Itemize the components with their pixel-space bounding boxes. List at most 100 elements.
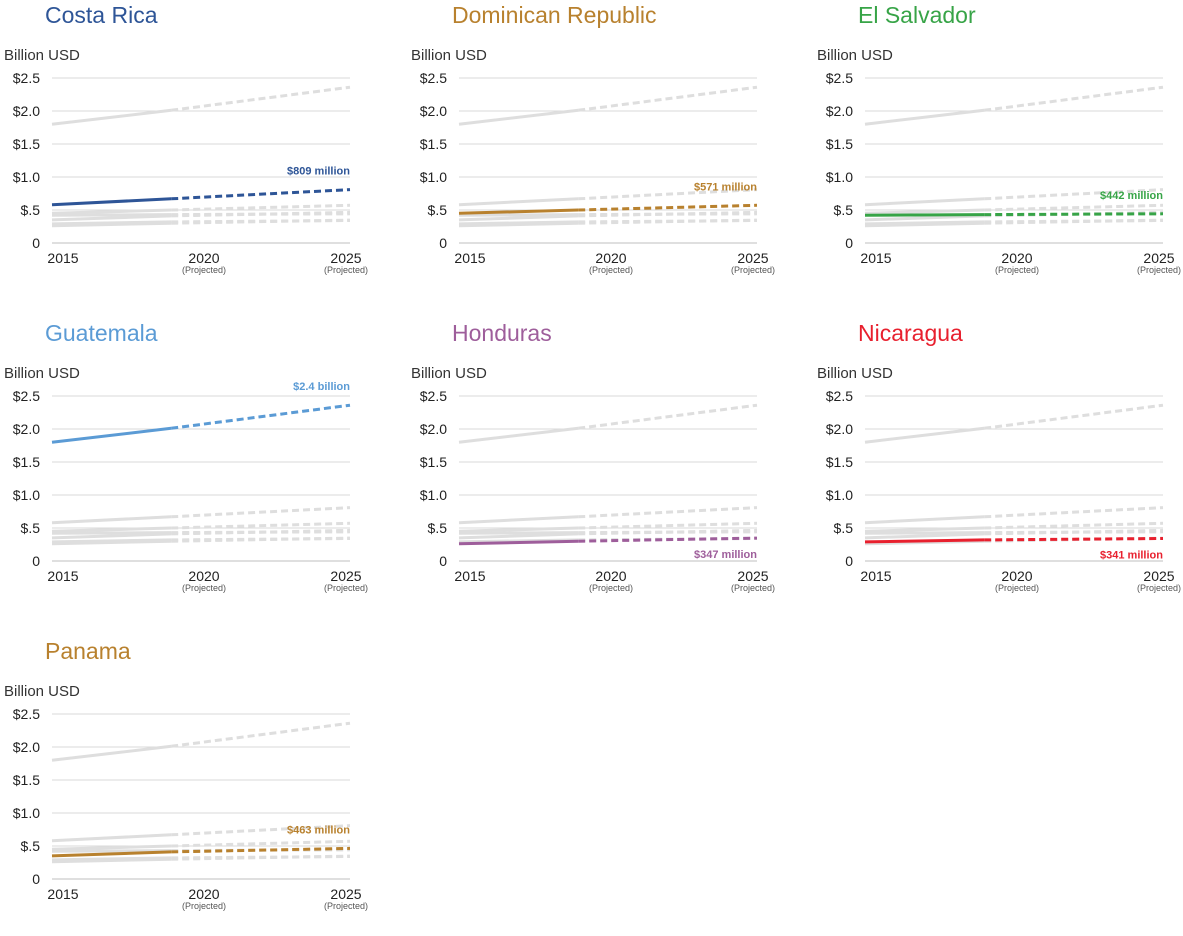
y-tick-label: $1.0: [13, 487, 40, 503]
y-tick-label: $.5: [21, 838, 41, 854]
y-tick-label: $1.0: [420, 487, 447, 503]
highlight-series-projected: [578, 203, 758, 212]
x-tick-label: 2015: [47, 568, 78, 584]
y-axis-label: Billion USD: [4, 47, 80, 64]
value-annotation: $809 million: [287, 166, 350, 178]
y-tick-label: $2.5: [420, 70, 447, 86]
highlight-series-projected: [984, 537, 1164, 542]
y-tick-label: $2.0: [826, 421, 853, 437]
background-series-projected: [984, 85, 1164, 112]
y-tick-label: 0: [439, 553, 447, 569]
y-axis-label: Billion USD: [4, 683, 80, 700]
y-tick-label: $2.0: [13, 103, 40, 119]
y-tick-label: $2.5: [826, 70, 853, 86]
background-series-actual: [864, 208, 985, 215]
chart-title: Guatemala: [45, 320, 158, 346]
background-series-projected: [984, 188, 1164, 201]
background-series-projected: [984, 528, 1164, 536]
background-series-projected: [171, 537, 351, 542]
background-series-projected: [984, 521, 1164, 530]
x-tick-label: 2020: [188, 568, 219, 584]
x-tick-label: 2025: [330, 568, 361, 584]
x-tick-sublabel: (Projected): [182, 583, 226, 593]
background-series-actual: [51, 515, 172, 525]
y-tick-label: $2.0: [420, 103, 447, 119]
y-tick-label: $1.5: [420, 454, 447, 470]
y-tick-label: $1.0: [826, 169, 853, 185]
chart-title: El Salvador: [858, 2, 976, 28]
background-series-projected: [578, 210, 758, 218]
x-tick-label: 2025: [330, 886, 361, 902]
background-series-projected: [171, 824, 351, 837]
background-series-actual: [51, 844, 172, 851]
x-tick-label: 2015: [47, 250, 78, 266]
background-series-actual: [864, 220, 985, 226]
x-tick-label: 2020: [1001, 568, 1032, 584]
x-tick-label: 2025: [737, 250, 768, 266]
background-series-projected: [171, 219, 351, 224]
chart-panel-guatemala: Guatemala Billion USD 0 $.5 $1.0 $1.5 $2.0 $2…: [0, 318, 375, 618]
y-tick-label: $.5: [21, 520, 41, 536]
background-series-actual: [458, 213, 579, 217]
value-annotation: $341 million: [1100, 549, 1163, 561]
background-series-actual: [51, 856, 172, 862]
y-tick-label: $1.5: [826, 454, 853, 470]
background-series-projected: [984, 219, 1164, 224]
x-tick-sublabel: (Projected): [995, 583, 1039, 593]
background-series-actual: [864, 214, 985, 222]
highlight-series-actual: [51, 426, 172, 444]
y-tick-label: $1.0: [420, 169, 447, 185]
background-series-projected: [171, 839, 351, 848]
y-tick-label: $2.0: [13, 421, 40, 437]
chart-title: Dominican Republic: [452, 2, 657, 28]
y-tick-label: $2.5: [420, 388, 447, 404]
x-tick-sublabel: (Projected): [324, 583, 368, 593]
x-tick-label: 2025: [1143, 568, 1174, 584]
x-tick-label: 2015: [47, 886, 78, 902]
y-tick-label: $.5: [428, 202, 448, 218]
y-tick-label: $1.0: [13, 805, 40, 821]
background-series-projected: [171, 528, 351, 536]
background-series-actual: [51, 531, 172, 535]
background-series-actual: [458, 532, 579, 540]
background-series-projected: [578, 219, 758, 224]
background-series-projected: [578, 521, 758, 530]
background-series-actual: [51, 108, 172, 126]
y-tick-label: 0: [32, 235, 40, 251]
x-tick-label: 2015: [860, 568, 891, 584]
background-series-actual: [458, 108, 579, 126]
background-series-projected: [578, 528, 758, 536]
x-tick-label: 2015: [860, 250, 891, 266]
x-tick-label: 2015: [454, 250, 485, 266]
background-series-actual: [458, 531, 579, 535]
x-tick-label: 2020: [188, 886, 219, 902]
x-tick-label: 2015: [454, 568, 485, 584]
y-tick-label: $.5: [428, 520, 448, 536]
y-tick-label: 0: [845, 235, 853, 251]
background-series-actual: [458, 526, 579, 533]
chart-panel-panama: Panama Billion USD 0 $.5 $1.0 $1.5 $2.0 $2.5 2…: [0, 636, 375, 936]
highlight-series-actual: [51, 850, 172, 858]
background-series-actual: [51, 744, 172, 762]
x-tick-sublabel: (Projected): [324, 265, 368, 275]
y-tick-label: $.5: [834, 202, 854, 218]
x-tick-label: 2025: [737, 568, 768, 584]
background-series-projected: [171, 855, 351, 860]
chart-panel-dominican-republic: Dominican Republic Billion USD 0 $.5 $1.0 $…: [407, 0, 782, 300]
chart-panel-honduras: Honduras Billion USD 0 $.5 $1.0 $1.5 $2.0 $2.…: [407, 318, 782, 618]
background-series-actual: [51, 214, 172, 222]
y-tick-label: $1.5: [13, 772, 40, 788]
highlight-series-projected: [171, 846, 351, 854]
x-tick-sublabel: (Projected): [995, 265, 1039, 275]
y-tick-label: $2.0: [420, 421, 447, 437]
value-annotation: $463 million: [287, 824, 350, 836]
x-tick-sublabel: (Projected): [324, 901, 368, 911]
background-series-actual: [51, 849, 172, 853]
background-series-actual: [458, 220, 579, 226]
y-axis-label: Billion USD: [817, 365, 893, 382]
y-axis-label: Billion USD: [817, 47, 893, 64]
y-tick-label: $2.0: [13, 739, 40, 755]
x-tick-sublabel: (Projected): [731, 583, 775, 593]
